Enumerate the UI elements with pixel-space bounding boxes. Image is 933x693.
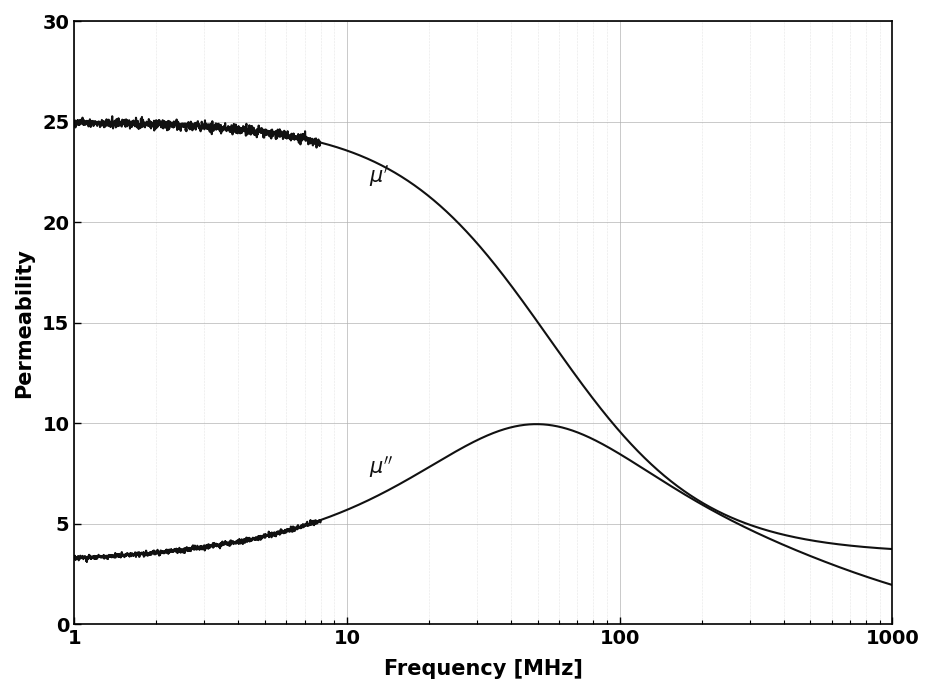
- X-axis label: Frequency [MHz]: Frequency [MHz]: [383, 659, 583, 679]
- Y-axis label: Permeability: Permeability: [14, 248, 34, 398]
- Text: $\mu^{\prime\prime}$: $\mu^{\prime\prime}$: [369, 454, 393, 480]
- Text: $\mu'$: $\mu'$: [369, 163, 389, 188]
